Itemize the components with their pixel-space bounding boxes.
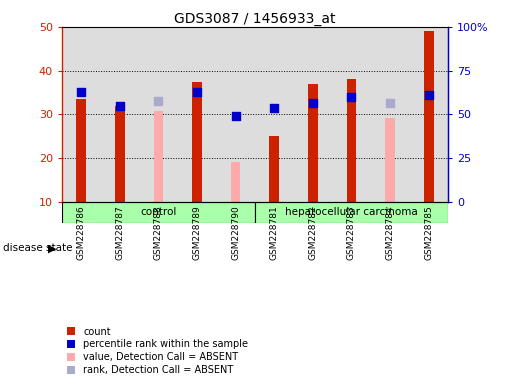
Bar [255, 27, 294, 202]
Point [232, 113, 240, 119]
Point [193, 89, 201, 96]
Legend: count, percentile rank within the sample, value, Detection Call = ABSENT, rank, : count, percentile rank within the sample… [66, 326, 248, 375]
Bar [62, 27, 100, 202]
Title: GDS3087 / 1456933_at: GDS3087 / 1456933_at [174, 12, 336, 26]
Text: GSM228787: GSM228787 [115, 205, 124, 260]
Text: GSM228785: GSM228785 [424, 205, 433, 260]
Text: GSM228783: GSM228783 [347, 205, 356, 260]
Bar [153, 111, 163, 202]
FancyBboxPatch shape [62, 202, 255, 223]
Point [424, 91, 433, 98]
Bar [409, 27, 448, 202]
Point [347, 94, 355, 100]
Bar [100, 27, 139, 202]
Text: GSM228781: GSM228781 [270, 205, 279, 260]
Bar [294, 27, 332, 202]
Text: disease state: disease state [3, 243, 72, 253]
Bar [139, 27, 178, 202]
Bar [178, 27, 216, 202]
Text: GSM228788: GSM228788 [154, 205, 163, 260]
Bar [332, 27, 371, 202]
Bar [371, 27, 409, 202]
Text: GSM228790: GSM228790 [231, 205, 240, 260]
Bar [192, 81, 202, 202]
Bar [269, 136, 279, 202]
Point [386, 100, 394, 106]
Text: ▶: ▶ [48, 243, 57, 253]
Point [154, 98, 163, 104]
Bar [308, 84, 318, 202]
Bar [385, 118, 395, 202]
Text: GSM228784: GSM228784 [386, 205, 394, 260]
Bar [115, 106, 125, 202]
Point [77, 89, 85, 96]
Text: GSM228786: GSM228786 [77, 205, 85, 260]
Point [309, 100, 317, 106]
FancyBboxPatch shape [255, 202, 448, 223]
Bar [424, 31, 434, 202]
Bar [347, 79, 356, 202]
Bar [216, 27, 255, 202]
Text: GSM228782: GSM228782 [308, 205, 317, 260]
Text: hepatocellular carcinoma: hepatocellular carcinoma [285, 207, 418, 217]
Bar [76, 99, 86, 202]
Text: control: control [140, 207, 177, 217]
Point [270, 105, 278, 111]
Bar [231, 162, 241, 202]
Point [115, 103, 124, 109]
Text: GSM228789: GSM228789 [193, 205, 201, 260]
